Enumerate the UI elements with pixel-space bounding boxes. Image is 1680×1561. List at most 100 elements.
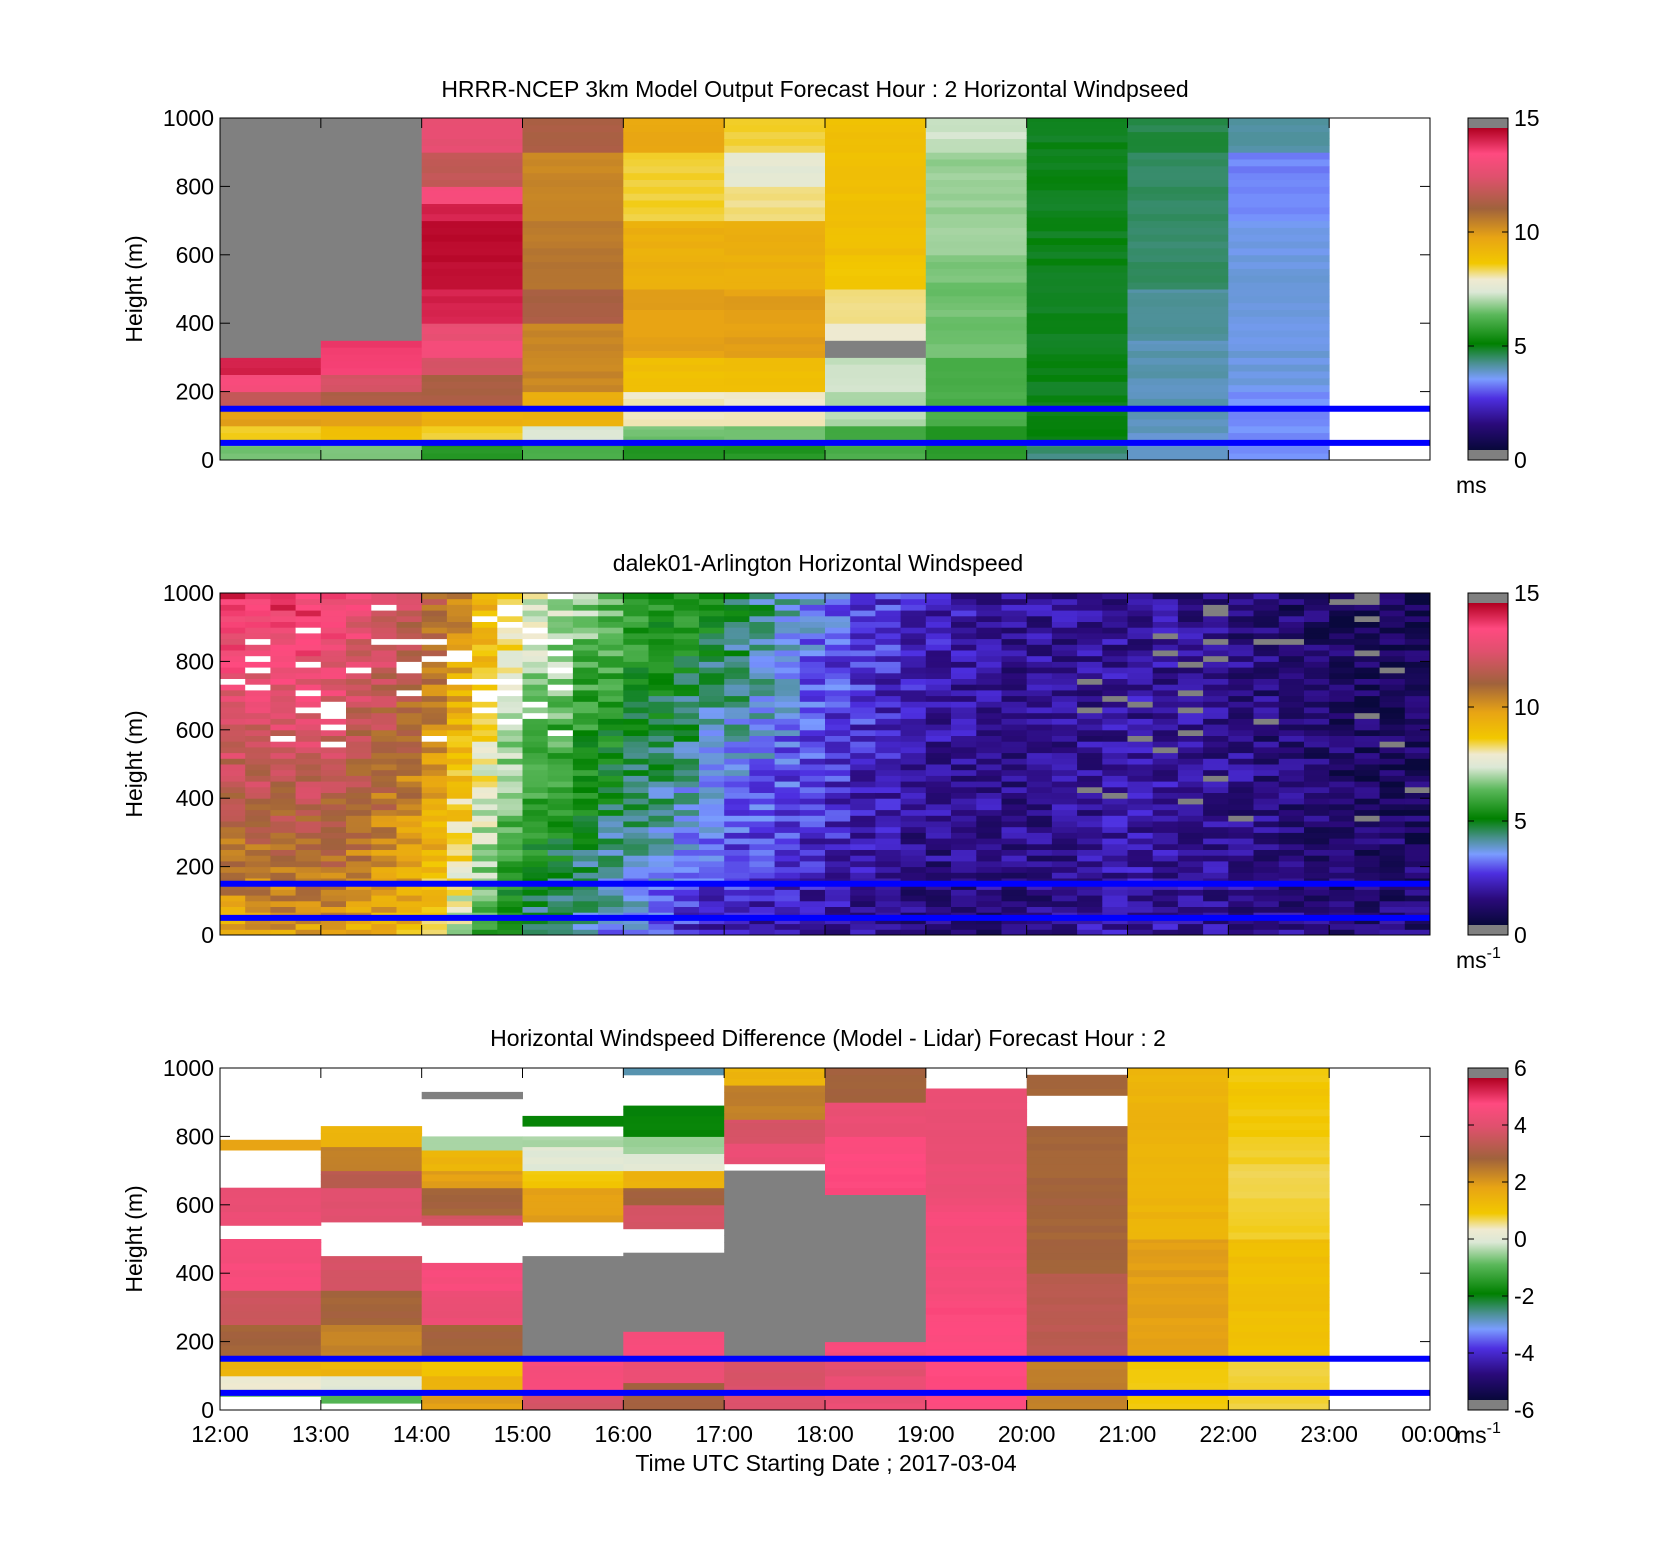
heatmap-cell [1152,815,1179,822]
heatmap-cell [220,866,246,873]
heatmap-cell [673,644,700,651]
heatmap-cell [925,1115,1028,1124]
heatmap-cell [1228,302,1330,310]
heatmap-cell [925,1177,1028,1185]
heatmap-cell [1177,735,1204,742]
heatmap-cell [320,312,423,321]
heatmap-cell [623,425,725,430]
heatmap-cell [396,672,423,679]
heatmap-cell [421,1174,523,1182]
heatmap-cell [850,707,876,714]
heatmap-cell [598,872,624,879]
heatmap-cell [724,1290,826,1298]
heatmap-cell [1379,815,1406,822]
heatmap-cell [850,855,876,862]
heatmap-cell [1177,906,1204,913]
x-tick-label: 14:00 [393,1421,451,1447]
heatmap-cell [976,855,1002,862]
heatmap-cell [623,1163,725,1172]
heatmap-cell [572,695,599,702]
heatmap-cell [1203,707,1229,714]
y-tick-label: 0 [201,1397,214,1423]
heatmap-cell [1228,672,1254,679]
heatmap-cell [421,179,523,187]
heatmap-cell [623,1276,725,1284]
heatmap-cell [799,821,826,828]
heatmap-cell [648,786,675,793]
heatmap-cell [749,735,776,742]
heatmap-cell [1051,718,1078,725]
heatmap-cell [925,632,952,640]
heatmap-cell [421,1338,523,1346]
heatmap-cell [295,929,322,936]
heatmap-cell [1026,632,1053,640]
heatmap-cell [1228,758,1254,765]
heatmap-cell [346,929,372,936]
heatmap-cell [371,838,397,845]
heatmap-cell [1026,838,1053,845]
heatmap-cell [875,815,902,822]
heatmap-cell [1127,604,1154,611]
heatmap-cell [1228,644,1254,651]
heatmap-cell [900,632,927,640]
heatmap-cell [724,1228,826,1236]
heatmap-cell [1379,769,1406,776]
y-tick-label: 0 [201,922,214,948]
heatmap-cell [976,604,1002,611]
heatmap-cell [320,798,347,805]
heatmap-cell [1127,1177,1229,1185]
heatmap-cell [749,843,776,850]
heatmap-cell [1127,895,1154,902]
heatmap-cell [1228,1242,1330,1250]
heatmap-cell [1228,248,1330,256]
heatmap-cell [1278,678,1305,685]
heatmap-cell [1102,678,1128,685]
heatmap-cell [673,672,700,679]
heatmap-cell [1152,701,1179,708]
heatmap-cell [346,604,372,611]
heatmap-cell [623,159,725,167]
heatmap-cell [245,632,271,640]
heatmap-cell [724,391,826,399]
heatmap-cell [1253,832,1280,839]
heatmap-cell [1203,746,1229,754]
heatmap-cell [850,917,876,925]
heatmap-cell [925,316,1028,324]
heatmap-cell [1203,929,1229,936]
heatmap-cell [623,1345,725,1353]
heatmap-cell [699,650,725,657]
heatmap-cell [497,718,523,725]
heatmap-cell [749,764,776,771]
heatmap-cell [220,627,246,634]
heatmap-cell [951,929,977,936]
heatmap-cell [749,741,776,748]
heatmap-cell [875,832,902,839]
heatmap-cell [446,798,473,805]
heatmap-cell [1203,832,1229,839]
heatmap-cell [245,604,271,611]
heatmap-cell [1077,821,1103,828]
heatmap-cell [295,889,322,896]
heatmap-cell [1228,1382,1330,1390]
heatmap-cell [925,1362,1028,1370]
heatmap-cell [1127,752,1154,759]
heatmap-cell [396,593,423,600]
heatmap-cell [320,638,347,645]
heatmap-cell [472,815,498,822]
heatmap-cell [446,638,473,645]
heatmap-cell [724,707,750,714]
heatmap-cell [1051,593,1078,600]
heatmap-cell [623,923,649,930]
heatmap-cell [497,746,523,754]
heatmap-cell [522,419,624,427]
heatmap-cell [547,650,574,657]
heatmap-cell [951,917,977,925]
heatmap-cell [1026,453,1128,461]
heatmap-cell [1152,832,1179,839]
heatmap-cell [724,419,826,427]
heatmap-cell [925,1122,1028,1130]
heatmap-cell [598,707,624,714]
heatmap-cell [245,758,271,765]
heatmap-cell [1026,718,1053,725]
heatmap-cell [1051,689,1078,697]
